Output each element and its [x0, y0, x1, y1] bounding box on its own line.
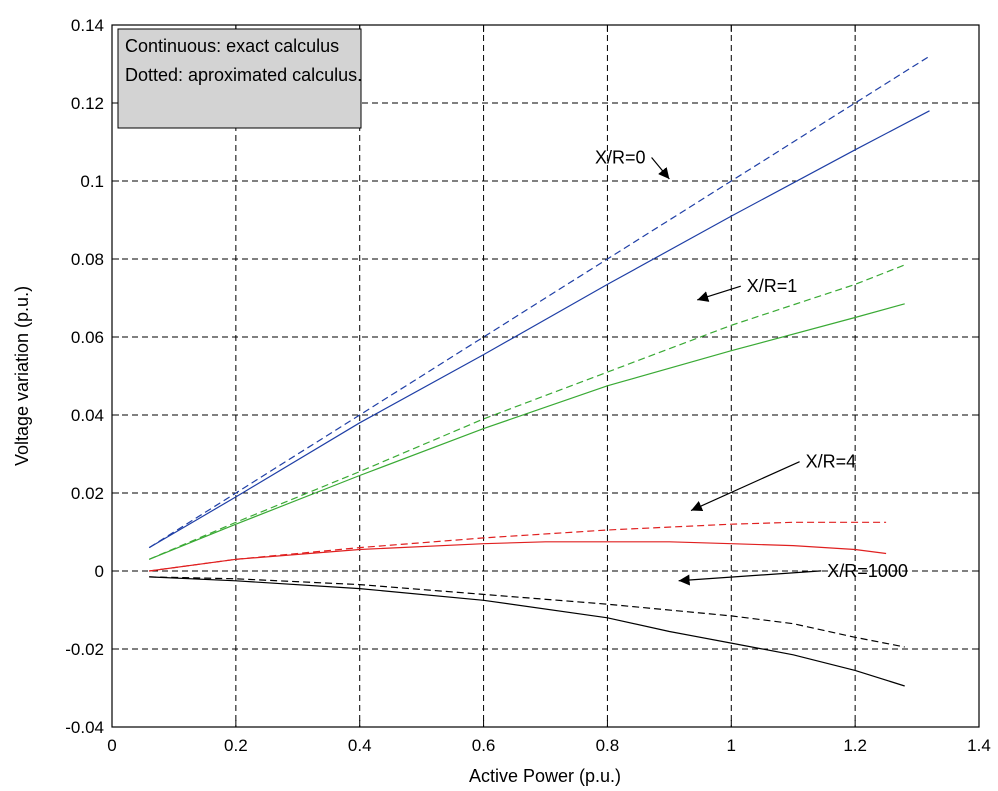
annotation-arrow	[690, 461, 800, 512]
plot-frame	[111, 24, 980, 728]
dashed-series-line-1	[148, 55, 930, 549]
x-axis-label: Active Power (p.u.)	[469, 766, 621, 786]
dashed-series-line-7	[149, 576, 905, 648]
solid-series-line-2	[148, 303, 905, 560]
annotation-arrow	[678, 570, 822, 586]
legend-line-2: Dotted: aproximated calculus.	[125, 65, 362, 85]
solid-series-line-6	[149, 576, 905, 687]
x-tick-label: 1.4	[967, 736, 991, 755]
annotation-label: X/R=1	[747, 276, 798, 296]
legend-line-1: Continuous: exact calculus	[125, 36, 339, 56]
y-tick-label: 0.12	[71, 94, 104, 113]
annotation-label: X/R=0	[595, 147, 646, 167]
y-tick-label: 0.02	[71, 484, 104, 503]
x-tick-label: 0.6	[472, 736, 496, 755]
x-tick-label: 0.4	[348, 736, 372, 755]
dashed-series-line-3	[148, 264, 905, 560]
y-tick-label: 0.1	[80, 172, 104, 191]
y-tick-label: -0.02	[65, 640, 104, 659]
annotation-label: X/R=4	[806, 452, 857, 472]
x-tick-label: 0.2	[224, 736, 248, 755]
dashed-series-line-5	[149, 521, 887, 572]
y-tick-label: 0.04	[71, 406, 104, 425]
y-tick-label: 0.14	[71, 16, 104, 35]
y-tick-label: -0.04	[65, 718, 104, 737]
solid-series-line-0	[148, 110, 930, 549]
solid-series-line-4	[149, 541, 887, 572]
tick-labels: 0 0.2 0.4 0.6 0.8 1 1.2 1.4 -0.04 -0.02 0 0.02 0.04 0…	[65, 16, 991, 755]
y-tick-label: 0.06	[71, 328, 104, 347]
annotations: X/R=0 X/R=1 X/R=4 X/R=1000	[595, 147, 908, 586]
legend-box: Continuous: exact calculus Dotted: aprox…	[117, 28, 362, 129]
y-axis-label: Voltage variation (p.u.)	[12, 286, 32, 466]
x-tick-label: 1	[727, 736, 736, 755]
annotation-arrow	[697, 285, 741, 302]
plot-area	[112, 25, 979, 727]
series-lines	[148, 55, 930, 687]
y-tick-label: 0.08	[71, 250, 104, 269]
x-tick-label: 0	[107, 736, 116, 755]
annotation-label: X/R=1000	[827, 561, 908, 581]
y-tick-label: 0	[95, 562, 104, 581]
x-tick-label: 1.2	[843, 736, 867, 755]
x-tick-label: 0.8	[596, 736, 620, 755]
annotation-arrow	[651, 157, 670, 180]
